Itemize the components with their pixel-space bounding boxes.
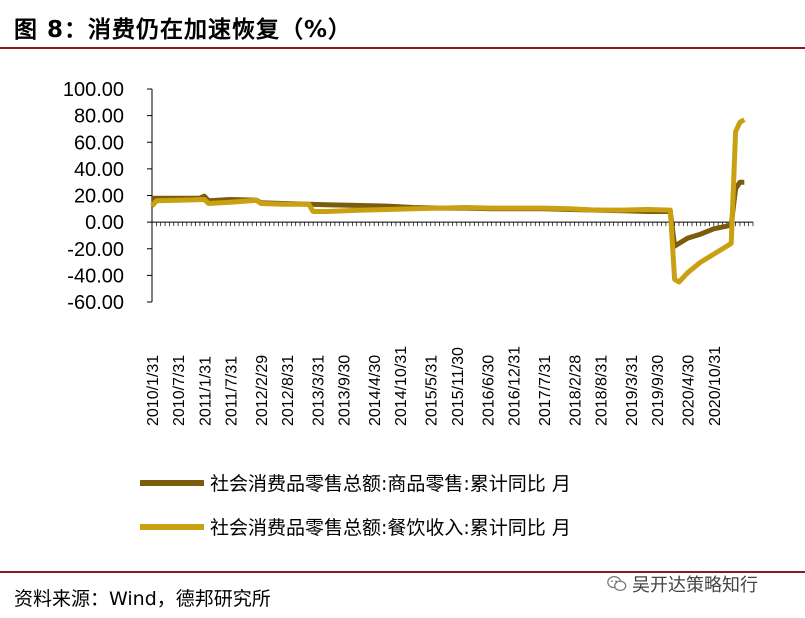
x-tick-label: 2014/4/30 xyxy=(367,355,384,426)
chart-series xyxy=(150,117,746,285)
chart-axes xyxy=(151,89,754,302)
x-tick-label: 2017/7/31 xyxy=(537,355,554,426)
x-axis-ticks: 2010/1/31 2010/7/31 2011/1/31 2011/7/31 2012… xyxy=(145,346,724,426)
x-tick-label: 2015/11/30 xyxy=(450,347,467,426)
x-tick-label: 2016/12/31 xyxy=(506,346,523,426)
y-tick-label: -40.00 xyxy=(67,265,124,287)
wechat-icon xyxy=(607,576,627,592)
watermark: 吴开达策略知行 xyxy=(606,571,758,597)
x-tick-label: 2012/8/31 xyxy=(280,355,297,426)
header-rule xyxy=(0,47,805,49)
y-tick-label: 0.00 xyxy=(85,212,124,234)
x-tick-label: 2010/1/31 xyxy=(145,355,162,426)
chart-title: 图 8：消费仍在加速恢复（%） xyxy=(14,17,353,43)
chart-canvas: 100.00 80.00 60.00 40.00 20.00 0.00 -20.00 -40.… xyxy=(63,79,754,539)
series-line-1 xyxy=(152,179,745,249)
x-tick-label: 2010/7/31 xyxy=(171,355,188,426)
x-tick-label: 2012/2/29 xyxy=(254,355,271,426)
y-axis-ticks: 100.00 80.00 60.00 40.00 20.00 0.00 -20.00 -40.… xyxy=(63,79,152,314)
x-tick-label: 2019/9/30 xyxy=(650,355,667,426)
legend-label-2: 社会消费品零售总额:餐饮收入:累计同比 月 xyxy=(210,517,571,539)
x-tick-label: 2018/2/28 xyxy=(567,355,584,426)
x-tick-label: 2016/6/30 xyxy=(480,355,497,426)
x-tick-label: 2020/4/30 xyxy=(681,355,698,426)
x-tick-label: 2020/10/31 xyxy=(707,346,724,426)
y-tick-label: -60.00 xyxy=(67,292,124,314)
source-note: 资料来源：Wind，德邦研究所 xyxy=(14,588,271,610)
chart-legend: 社会消费品零售总额:商品零售:累计同比 月社会消费品零售总额:餐饮收入:累计同比… xyxy=(140,473,571,539)
footer-rule xyxy=(0,571,805,573)
y-tick-label: 20.00 xyxy=(74,186,124,208)
y-tick-label: 60.00 xyxy=(74,132,124,154)
x-tick-label: 2014/10/31 xyxy=(393,346,410,426)
x-tick-label: 2011/7/31 xyxy=(223,356,240,426)
x-tick-label: 2013/3/31 xyxy=(310,355,327,426)
x-tick-label: 2019/3/31 xyxy=(624,355,641,426)
y-tick-label: -20.00 xyxy=(67,239,124,261)
y-tick-label: 80.00 xyxy=(74,106,124,128)
x-tick-label: 2013/9/30 xyxy=(337,355,354,426)
watermark-text: 吴开达策略知行 xyxy=(632,575,758,596)
y-tick-label: 100.00 xyxy=(63,79,124,101)
x-tick-label: 2015/5/31 xyxy=(424,355,441,426)
x-tick-label: 2018/8/31 xyxy=(594,355,611,426)
series-line-2 xyxy=(150,117,746,285)
y-tick-label: 40.00 xyxy=(74,159,124,181)
x-tick-label: 2011/1/31 xyxy=(197,356,214,426)
legend-label-1: 社会消费品零售总额:商品零售:累计同比 月 xyxy=(210,473,571,495)
